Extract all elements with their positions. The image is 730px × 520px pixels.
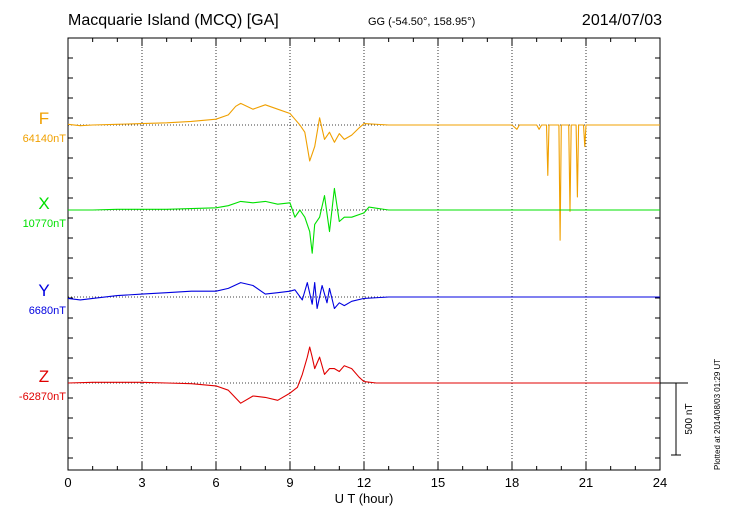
x-tick-label: 9 [286, 475, 293, 490]
x-tick-label: 3 [138, 475, 145, 490]
chart-title: Macquarie Island (MCQ) [GA] [68, 12, 279, 29]
x-tick-label: 18 [505, 475, 519, 490]
x-tick-label: 24 [653, 475, 667, 490]
series-line-y [67, 282, 660, 310]
series-name-x: X [38, 194, 49, 213]
series-name-y: Y [38, 281, 49, 300]
x-tick-label: 0 [64, 475, 71, 490]
series-baseline-value-y: 6680nT [29, 305, 67, 317]
series-baseline-value-f: 64140nT [23, 133, 67, 145]
x-tick-label: 6 [212, 475, 219, 490]
series-line-z [67, 346, 660, 404]
series-line-f [67, 102, 660, 241]
series-baseline-value-x: 10770nT [23, 218, 67, 230]
x-tick-label: 21 [579, 475, 593, 490]
scale-bar-label: 500 nT [684, 403, 695, 434]
x-tick-label: 15 [431, 475, 445, 490]
series-baseline-value-z: -62870nT [19, 391, 66, 403]
series-name-z: Z [39, 367, 49, 386]
x-tick-label: 12 [357, 475, 371, 490]
series-line-x [68, 187, 660, 254]
x-axis-label: U T (hour) [335, 491, 394, 506]
chart-date: 2014/07/03 [581, 12, 662, 29]
station-coordinates: GG (-54.50°, 158.95°) [368, 16, 476, 28]
series-name-f: F [39, 109, 49, 128]
